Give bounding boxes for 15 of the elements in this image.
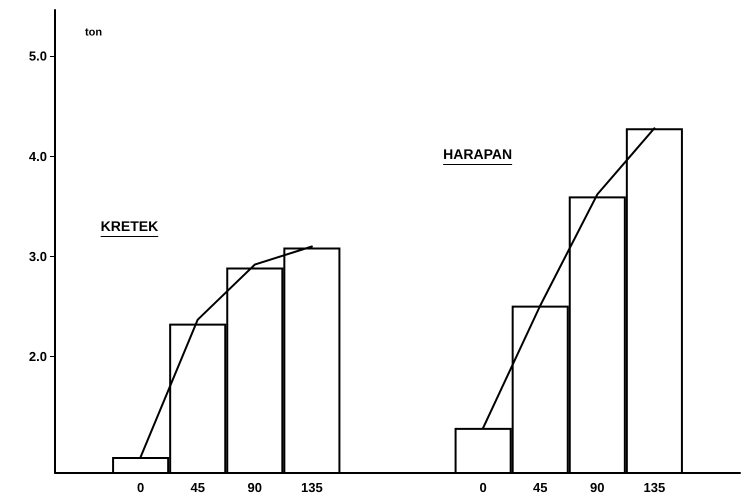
x-tick-label: 0	[137, 480, 144, 495]
y-tick-label: 2.0	[28, 349, 47, 364]
y-tick-label: 4.0	[28, 148, 47, 164]
x-tick-label: 135	[301, 480, 323, 495]
y-tick-label: 5.0	[28, 48, 47, 64]
y-tick-label: 3.0	[28, 249, 47, 264]
annotation: KRETEK	[100, 218, 158, 234]
x-tick-label: 45	[532, 480, 548, 495]
y-axis-title: ton	[85, 26, 102, 38]
x-tick-label: 90	[590, 480, 605, 495]
x-tick-label: 45	[190, 480, 205, 495]
x-tick-label: 90	[248, 480, 262, 495]
x-tick-label: 0	[480, 480, 487, 495]
x-tick-label: 135	[644, 480, 666, 495]
annotation: HARAPAN	[443, 146, 512, 162]
